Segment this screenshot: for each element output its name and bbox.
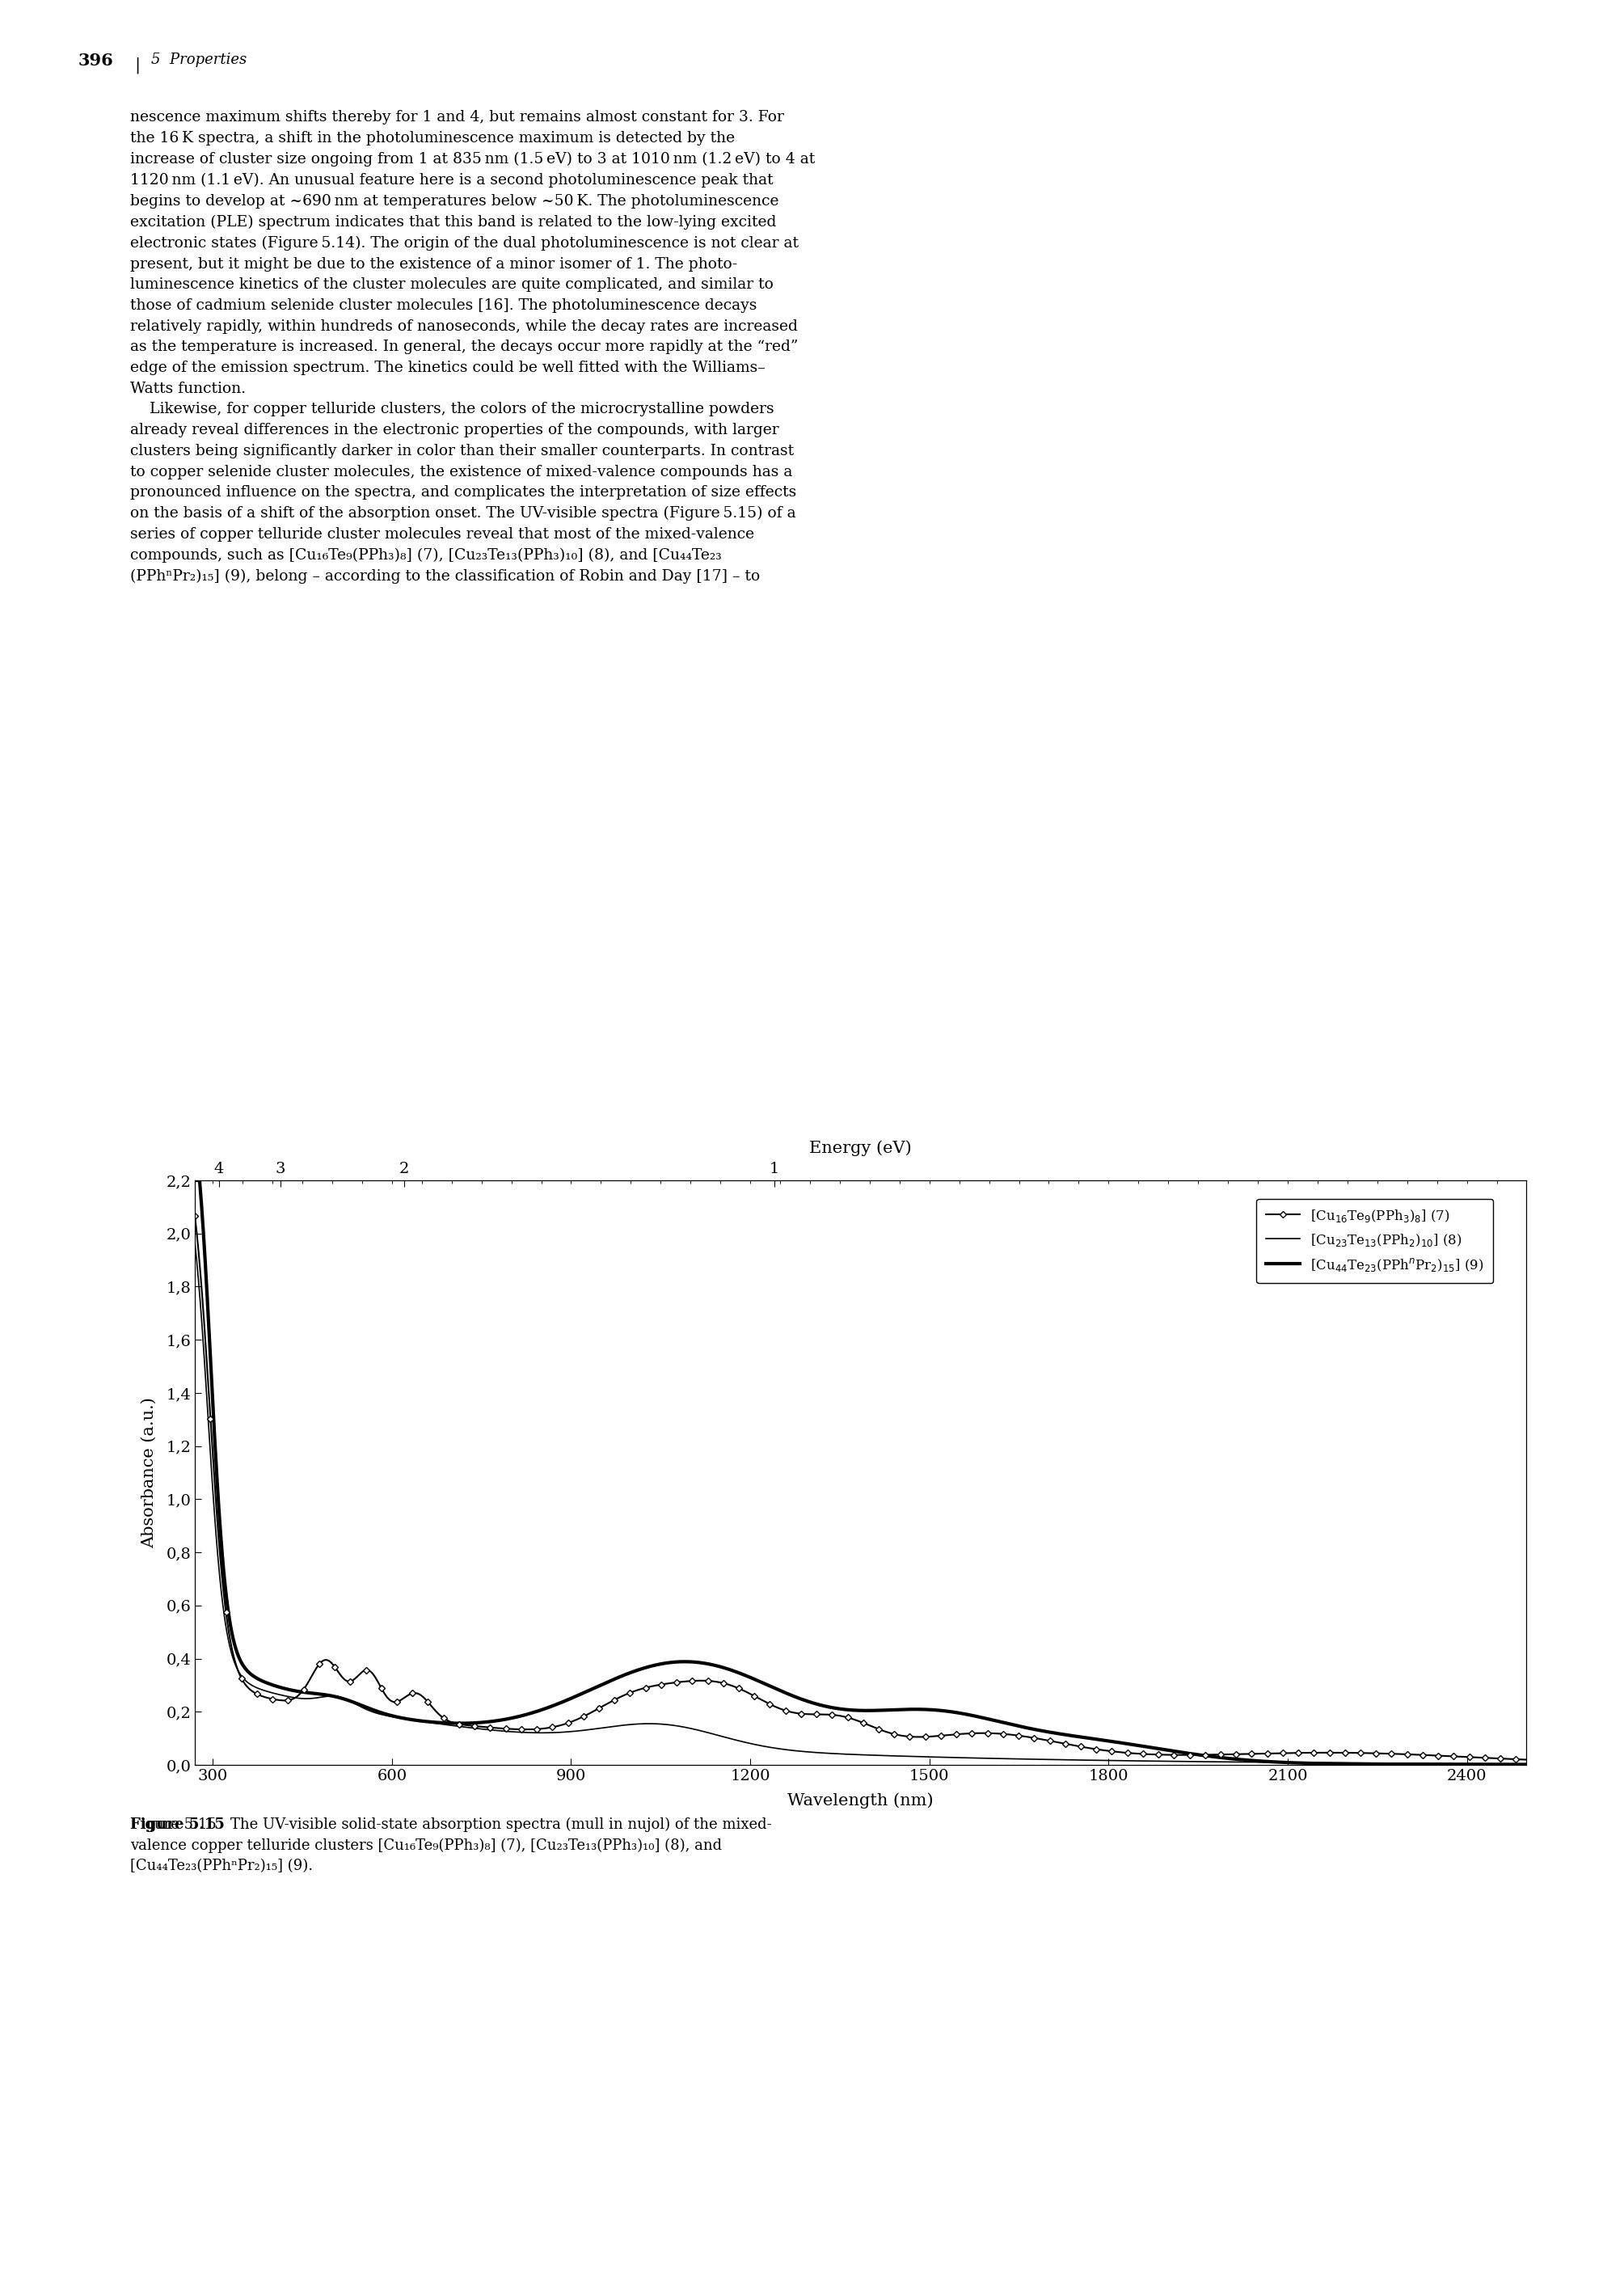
Y-axis label: Absorbance (a.u.): Absorbance (a.u.) [141,1398,158,1547]
Legend: [Cu$_{16}$Te$_9$(PPh$_3$)$_8$] (7), [Cu$_{23}$Te$_{13}$(PPh$_2$)$_{10}$] (8), [C: [Cu$_{16}$Te$_9$(PPh$_3$)$_8$] (7), [Cu$… [1257,1199,1492,1284]
X-axis label: Energy (eV): Energy (eV) [809,1139,913,1155]
Text: 5  Properties: 5 Properties [151,53,247,66]
Text: Figure 5.15: Figure 5.15 [130,1818,224,1831]
Text: 396: 396 [78,53,114,69]
Text: Figure 5.15   The UV-visible solid-state absorption spectra (mull in nujol) of t: Figure 5.15 The UV-visible solid-state a… [130,1818,771,1873]
Text: |: | [135,57,141,73]
X-axis label: Wavelength (nm): Wavelength (nm) [788,1792,934,1808]
Text: nescence maximum shifts thereby for 1 and 4, but remains almost constant for 3. : nescence maximum shifts thereby for 1 an… [130,110,815,584]
